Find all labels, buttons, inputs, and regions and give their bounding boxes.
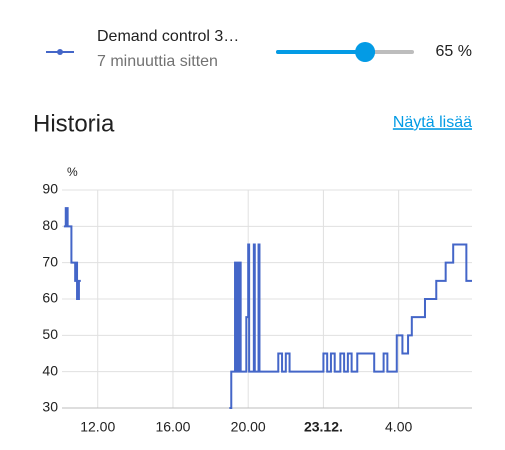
y-axis-label: % <box>67 165 78 179</box>
x-tick-label: 23.12. <box>304 419 343 435</box>
last-changed: 7 minuuttia sitten <box>97 53 218 70</box>
slider-knob[interactable] <box>355 42 376 62</box>
entity-name: Demand control 3… <box>97 28 239 45</box>
history-title: Historia <box>33 110 115 137</box>
y-tick-label: 50 <box>42 326 58 342</box>
y-tick-label: 90 <box>42 181 58 197</box>
y-tick-label: 70 <box>42 253 58 269</box>
slider-value: 65 % <box>436 43 472 60</box>
x-tick-label: 16.00 <box>155 419 190 435</box>
series-line <box>63 207 472 409</box>
x-tick-label: 20.00 <box>231 419 266 435</box>
show-more-link[interactable]: Näytä lisää <box>393 114 472 131</box>
entity-icon-dot <box>57 49 63 55</box>
y-tick-label: 30 <box>42 399 58 415</box>
y-tick-label: 40 <box>42 362 58 378</box>
x-tick-label: 4.00 <box>385 419 412 435</box>
x-tick-label: 12.00 <box>80 419 115 435</box>
y-tick-label: 80 <box>42 217 58 233</box>
y-tick-label: 60 <box>42 290 58 306</box>
